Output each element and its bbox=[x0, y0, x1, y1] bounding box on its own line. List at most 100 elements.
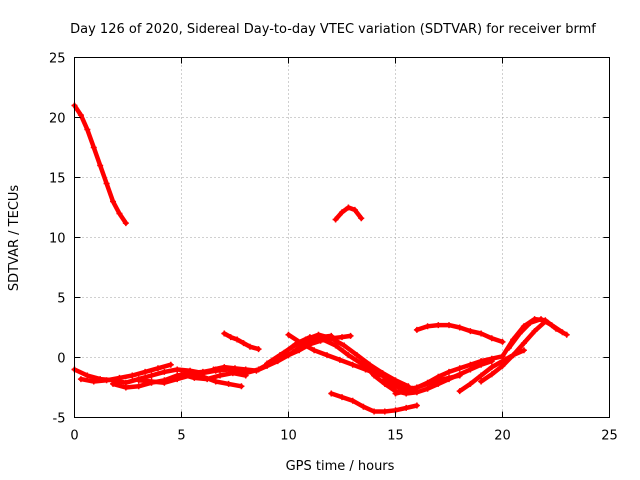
series-arc-21 bbox=[500, 316, 569, 359]
data-point bbox=[296, 347, 303, 354]
data-point bbox=[210, 366, 217, 373]
data-point bbox=[456, 372, 463, 379]
data-point bbox=[403, 388, 410, 395]
x-tick-label: 0 bbox=[70, 429, 78, 444]
data-point bbox=[328, 335, 335, 342]
data-point bbox=[358, 215, 365, 222]
data-point bbox=[174, 366, 181, 373]
data-point bbox=[456, 324, 463, 331]
data-point bbox=[413, 326, 420, 333]
data-point bbox=[161, 379, 168, 386]
series-arc-22 bbox=[506, 316, 565, 351]
data-point bbox=[488, 364, 495, 371]
data-point bbox=[221, 364, 228, 371]
series-arc-11 bbox=[264, 332, 411, 389]
data-point bbox=[234, 336, 241, 343]
data-point bbox=[527, 319, 534, 326]
y-tick-label: 5 bbox=[57, 292, 65, 307]
data-point bbox=[90, 378, 97, 385]
data-point bbox=[116, 374, 123, 381]
data-point bbox=[360, 403, 367, 410]
data-point bbox=[538, 316, 545, 323]
y-tick-label: 25 bbox=[49, 52, 66, 67]
y-tick-label: 15 bbox=[49, 172, 66, 187]
axis-ticks bbox=[74, 57, 610, 418]
y-tick-label: 10 bbox=[49, 232, 66, 247]
data-point bbox=[478, 330, 485, 337]
data-point bbox=[174, 376, 181, 383]
y-axis-label: SDTVAR / TECUs bbox=[7, 185, 22, 292]
data-point bbox=[212, 378, 219, 385]
data-point bbox=[324, 352, 331, 359]
data-point bbox=[446, 322, 452, 329]
data-point bbox=[246, 343, 253, 350]
data-point bbox=[499, 338, 506, 345]
data-point bbox=[129, 372, 136, 379]
data-point bbox=[548, 322, 555, 329]
data-point bbox=[478, 372, 485, 379]
x-tick-label: 5 bbox=[177, 429, 185, 444]
data-point bbox=[204, 376, 211, 383]
data-point bbox=[339, 209, 345, 216]
data-point bbox=[227, 334, 234, 341]
data-point bbox=[298, 340, 305, 347]
data-point bbox=[332, 342, 339, 349]
data-point bbox=[110, 380, 117, 387]
data-point bbox=[154, 365, 161, 372]
data-point bbox=[167, 361, 174, 368]
data-point bbox=[435, 322, 442, 329]
data-point bbox=[345, 352, 352, 359]
data-point bbox=[349, 397, 356, 404]
data-point bbox=[315, 331, 322, 338]
data-point bbox=[499, 362, 506, 369]
data-point bbox=[332, 216, 339, 223]
data-point bbox=[467, 361, 474, 368]
data-point bbox=[456, 388, 463, 395]
data-point bbox=[345, 204, 352, 211]
data-point bbox=[302, 336, 309, 343]
data-point bbox=[122, 384, 129, 391]
data-point bbox=[221, 330, 228, 337]
data-point bbox=[135, 377, 142, 384]
data-point bbox=[90, 144, 97, 151]
data-point bbox=[435, 377, 442, 384]
data-point bbox=[381, 408, 388, 415]
data-point bbox=[424, 380, 431, 387]
data-point bbox=[336, 356, 343, 363]
data-point bbox=[289, 343, 296, 350]
data-point bbox=[122, 220, 129, 227]
data-point bbox=[110, 198, 117, 205]
data-point bbox=[285, 331, 292, 338]
data-series bbox=[71, 102, 570, 415]
y-tick-label: 20 bbox=[49, 112, 66, 127]
data-point bbox=[510, 352, 517, 359]
data-point bbox=[516, 330, 523, 337]
data-point bbox=[520, 340, 527, 347]
data-point bbox=[349, 361, 356, 368]
data-point bbox=[77, 112, 84, 119]
data-point bbox=[413, 402, 420, 409]
data-point bbox=[77, 376, 84, 383]
data-point bbox=[274, 356, 281, 363]
data-point bbox=[148, 378, 155, 385]
data-point bbox=[339, 394, 345, 401]
data-point bbox=[255, 346, 262, 353]
data-point bbox=[446, 368, 452, 375]
data-point bbox=[135, 383, 142, 390]
data-point bbox=[97, 162, 104, 169]
data-point bbox=[488, 371, 495, 378]
data-point bbox=[478, 358, 485, 365]
data-point bbox=[505, 344, 512, 351]
data-point bbox=[392, 390, 399, 397]
data-point bbox=[225, 380, 232, 387]
data-point bbox=[371, 372, 378, 379]
data-point bbox=[238, 383, 245, 390]
data-point bbox=[360, 360, 367, 367]
data-point bbox=[351, 206, 358, 213]
data-point bbox=[446, 374, 452, 381]
data-point bbox=[103, 377, 110, 384]
data-point bbox=[456, 365, 463, 372]
data-point bbox=[161, 368, 168, 375]
data-point bbox=[328, 390, 335, 397]
